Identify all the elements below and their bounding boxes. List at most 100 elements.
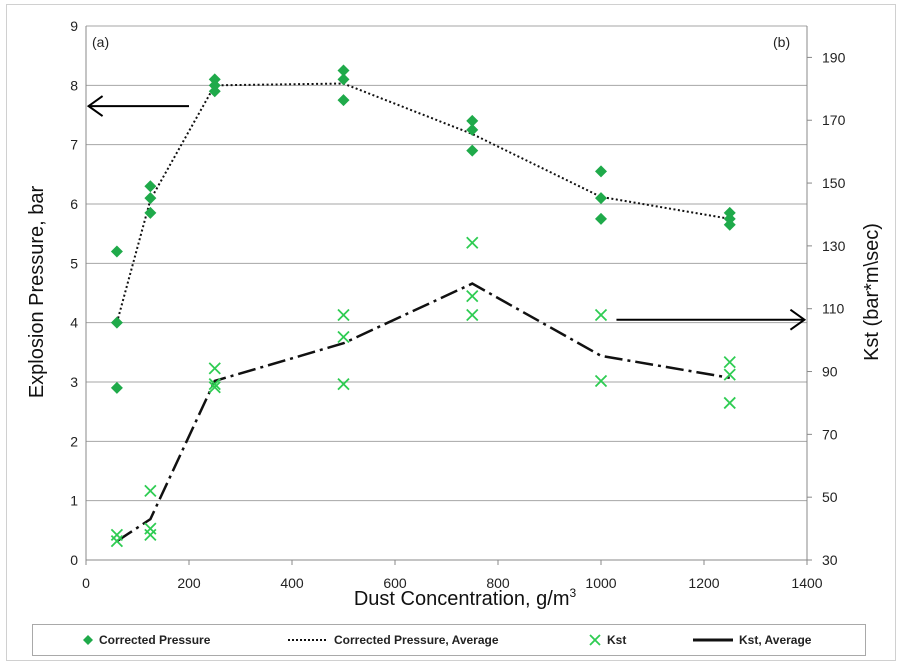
point-corrected-pressure-16 [595, 192, 607, 205]
legend-label-corrected-pressure-average: Corrected Pressure, Average [334, 633, 499, 647]
y-left-tick-label-0: 0 [70, 552, 78, 568]
point-kst-10 [337, 377, 350, 391]
y-right-tick-label-30: 30 [822, 552, 838, 568]
point-kst-6 [208, 377, 221, 391]
point-kst-16 [723, 355, 736, 369]
point-kst-4-stroke-b [144, 528, 157, 542]
x-marker-icon [589, 634, 601, 646]
y-left-tick-label-7: 7 [70, 137, 78, 153]
arrow-right-head [789, 308, 807, 331]
point-kst-7 [208, 381, 221, 394]
point-kst-8-stroke-b [337, 308, 350, 322]
panel-label-b: (b) [773, 34, 790, 50]
point-kst-1-stroke-b [110, 535, 124, 548]
point-kst-2 [144, 484, 157, 498]
y-right-tick-label-50: 50 [822, 489, 838, 505]
point-kst-14 [594, 308, 608, 322]
point-kst-11 [466, 236, 479, 249]
legend-label-corrected-pressure: Corrected Pressure [99, 633, 211, 647]
y-axis-left-title: Explosion Pressure, bar [26, 186, 48, 399]
legend-item-corrected-pressure-average: Corrected Pressure, Average [288, 625, 499, 655]
y-axis-right-title: Kst (bar*m\sec) [861, 223, 883, 361]
point-corrected-pressure-10 [337, 73, 350, 86]
point-corrected-pressure-9 [337, 64, 350, 77]
x-axis-title: Dust Concentration, g/m3 [354, 586, 577, 610]
point-corrected-pressure-20 [723, 218, 736, 231]
x-tick-label-200: 200 [177, 575, 201, 591]
point-kst-18-stroke-b [723, 396, 736, 410]
point-kst-17-stroke-b [723, 368, 736, 381]
y-right-tick-label-150: 150 [822, 175, 846, 191]
point-kst-11-stroke-b [466, 236, 479, 249]
legend: Corrected Pressure Corrected Pressure, A… [32, 624, 866, 656]
x-tick-label-0: 0 [82, 575, 90, 591]
point-kst-0 [110, 528, 124, 542]
x-tick-label-800: 800 [486, 575, 510, 591]
point-corrected-pressure-8 [208, 85, 221, 98]
annotation-arrows [86, 95, 807, 331]
y-left-tick-label-8: 8 [70, 77, 78, 93]
line-corrected-pressure-average [115, 82, 730, 323]
point-kst-8 [337, 308, 350, 322]
x-tick-label-600: 600 [383, 575, 407, 591]
point-kst-12 [466, 290, 479, 303]
point-kst-9 [337, 330, 350, 344]
point-kst-15 [594, 374, 608, 388]
point-kst-17 [723, 368, 736, 381]
series-lines [115, 82, 730, 543]
point-corrected-pressure-12 [466, 114, 479, 127]
dash-dot-line-icon [693, 638, 733, 642]
point-kst-18 [723, 396, 736, 410]
point-corrected-pressure-13 [466, 123, 479, 136]
point-kst-13 [466, 308, 479, 322]
point-kst-6-stroke-b [208, 377, 221, 391]
x-tick-label-1200: 1200 [688, 575, 719, 591]
point-kst-15-stroke-b [594, 374, 608, 388]
point-kst-4 [144, 528, 157, 542]
y-left-tick-label-2: 2 [70, 433, 78, 449]
tick-labels: 0 1 2 3 4 5 6 7 8 9 30 50 70 90 110 130 150 170 190 0 200 400… [70, 18, 845, 591]
line-kst-average [116, 282, 730, 543]
point-corrected-pressure-5 [144, 206, 157, 219]
legend-label-kst-average: Kst, Average [739, 633, 812, 647]
x-axis-title-superscript: 3 [569, 586, 576, 600]
point-corrected-pressure-11 [337, 94, 350, 107]
point-kst-1 [110, 535, 124, 548]
arrow-left [86, 95, 189, 117]
point-kst-10-stroke-b [337, 377, 350, 391]
point-kst-2-stroke-b [144, 484, 157, 498]
dotted-line-icon [288, 639, 328, 641]
y-left-tick-label-9: 9 [70, 18, 78, 34]
diamond-icon [83, 635, 93, 645]
point-kst-5-stroke-b [208, 362, 221, 375]
legend-label-kst: Kst [607, 633, 627, 647]
point-corrected-pressure-1 [110, 316, 123, 329]
point-corrected-pressure-15 [595, 165, 607, 178]
y-right-tick-label-130: 130 [822, 238, 846, 254]
point-kst-9-stroke-b [337, 330, 350, 344]
point-kst-14-stroke-b [594, 308, 608, 322]
point-kst-5 [208, 362, 221, 375]
legend-item-kst: Kst [589, 625, 626, 655]
y-right-tick-label-170: 170 [822, 112, 846, 128]
series-marks [110, 64, 736, 548]
point-corrected-pressure-14 [466, 144, 479, 157]
arrow-left-head [86, 95, 104, 117]
chart-frame [6, 4, 896, 661]
arrow-right [616, 308, 807, 331]
x-axis-title-text: Dust Concentration, g/m [354, 588, 570, 610]
x-tick-label-1000: 1000 [585, 575, 616, 591]
point-kst-13-stroke-b [466, 308, 479, 322]
point-kst-7-stroke-b [208, 381, 221, 394]
y-left-tick-label-6: 6 [70, 196, 78, 212]
y-left-tick-label-5: 5 [70, 255, 78, 271]
y-left-tick-label-4: 4 [70, 315, 78, 331]
point-kst-3 [144, 522, 157, 535]
y-left-tick-label-1: 1 [70, 493, 78, 509]
y-right-tick-label-70: 70 [822, 426, 838, 442]
x-tick-label-400: 400 [280, 575, 304, 591]
point-corrected-pressure-4 [144, 192, 157, 205]
point-kst-16-stroke-b [723, 355, 736, 369]
y-left-tick-label-3: 3 [70, 374, 78, 390]
